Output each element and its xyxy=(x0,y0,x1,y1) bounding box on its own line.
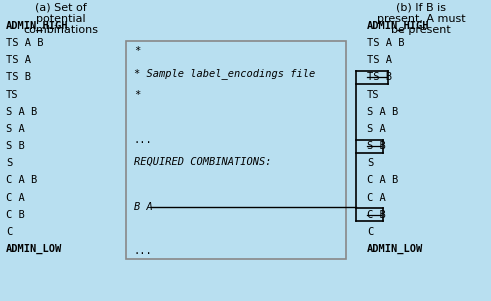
Text: C A B: C A B xyxy=(6,175,37,185)
Text: C: C xyxy=(367,227,373,237)
Text: C: C xyxy=(6,227,12,237)
Text: S: S xyxy=(6,158,12,168)
Text: *: * xyxy=(134,46,140,56)
Text: TS: TS xyxy=(6,90,19,100)
Text: S A B: S A B xyxy=(6,107,37,117)
Text: *: * xyxy=(134,90,140,101)
Text: TS A B: TS A B xyxy=(6,38,44,48)
Text: * Sample label_encodings file: * Sample label_encodings file xyxy=(134,68,315,79)
Text: S B: S B xyxy=(367,141,386,151)
Text: REQUIRED COMBINATIONS:: REQUIRED COMBINATIONS: xyxy=(134,157,272,167)
Text: TS B: TS B xyxy=(367,73,392,82)
Text: ADMIN_LOW: ADMIN_LOW xyxy=(367,244,423,254)
Text: ADMIN_HIGH: ADMIN_HIGH xyxy=(6,21,69,31)
Text: (a) Set of
potential
combinations: (a) Set of potential combinations xyxy=(24,2,99,35)
Text: TS A: TS A xyxy=(6,55,31,65)
Text: (b) If B is
present, A must
be present: (b) If B is present, A must be present xyxy=(377,2,465,35)
Text: TS A: TS A xyxy=(367,55,392,65)
Text: C B: C B xyxy=(6,210,25,220)
Text: TS: TS xyxy=(367,90,380,100)
Bar xyxy=(353,9,489,259)
Text: ...: ... xyxy=(134,246,153,256)
Text: C A: C A xyxy=(367,193,386,203)
Text: ADMIN_HIGH: ADMIN_HIGH xyxy=(367,21,430,31)
Text: ...: ... xyxy=(134,135,153,145)
Text: S A: S A xyxy=(367,124,386,134)
Text: TS B: TS B xyxy=(6,73,31,82)
Text: S A: S A xyxy=(6,124,25,134)
Text: S: S xyxy=(367,158,373,168)
Text: C B: C B xyxy=(367,210,386,220)
Bar xyxy=(126,41,346,259)
Text: S B: S B xyxy=(6,141,25,151)
Bar xyxy=(2,9,120,259)
Text: TS A B: TS A B xyxy=(367,38,405,48)
Text: S A B: S A B xyxy=(367,107,398,117)
Text: ADMIN_LOW: ADMIN_LOW xyxy=(6,244,62,254)
Text: C A: C A xyxy=(6,193,25,203)
Text: C A B: C A B xyxy=(367,175,398,185)
Text: B A: B A xyxy=(134,202,153,212)
